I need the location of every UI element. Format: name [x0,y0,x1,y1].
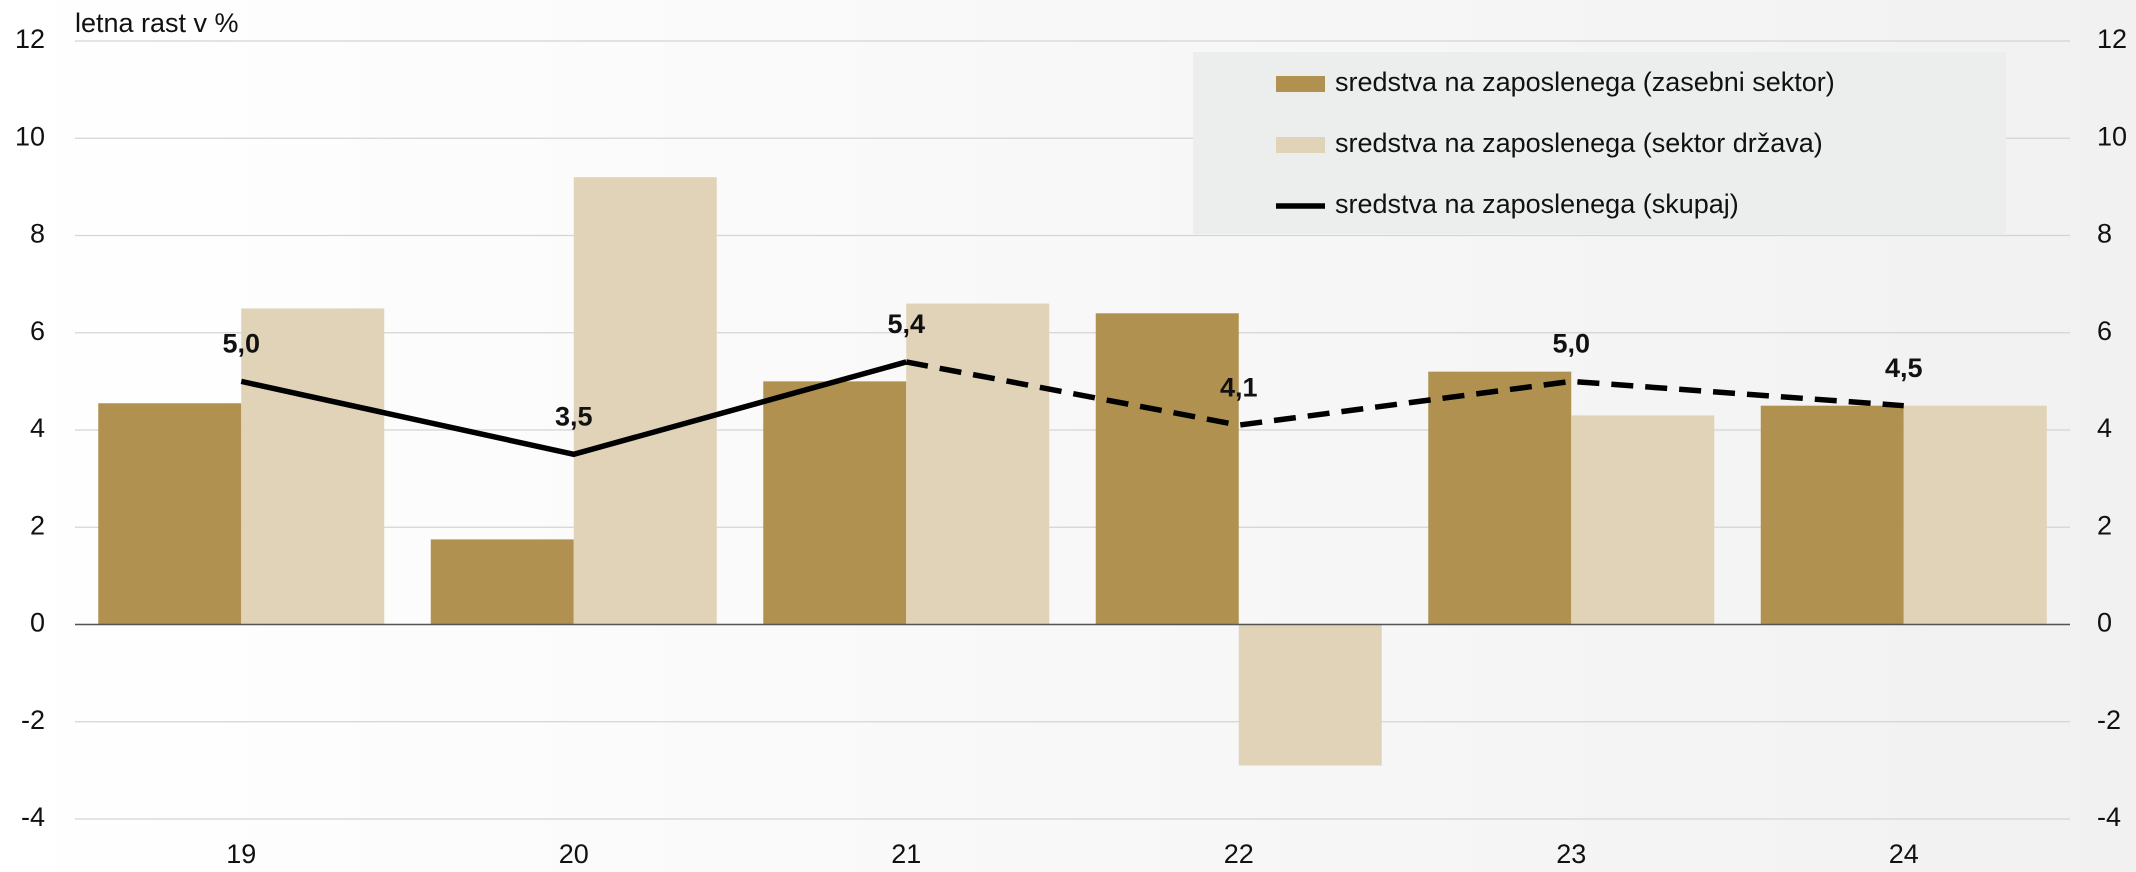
y2-tick-label: 0 [2097,608,2112,638]
x-tick-label: 24 [1889,839,1919,869]
bar [1571,415,1715,625]
data-label: 5,4 [887,309,925,339]
bar [1903,405,2047,625]
bar [430,539,574,625]
data-label: 4,5 [1885,353,1923,383]
y2-tick-label: -4 [2097,802,2121,832]
y2-tick-label: 8 [2097,219,2112,249]
bar [1760,405,1904,625]
data-label: 4,1 [1220,372,1258,402]
y-tick-label: 0 [30,608,45,638]
bar [1095,313,1239,625]
line [240,359,907,458]
x-tick-label: 22 [1224,839,1254,869]
bar [763,381,907,625]
x-tick-label: 20 [559,839,589,869]
y-axis-label: letna rast v % [75,8,239,38]
y-tick-label: 2 [30,510,45,540]
legend-box [1193,52,2006,234]
bar [1238,624,1382,766]
y2-tick-label: 4 [2097,413,2112,443]
y2-tick-label: -2 [2097,705,2121,735]
bar [1428,371,1572,625]
x-tick-label: 23 [1556,839,1586,869]
y-tick-label: -4 [21,802,45,832]
legend-label: sredstva na zaposlenega (sektor država) [1335,128,1823,158]
data-label: 5,0 [1552,329,1590,359]
y2-tick-label: 6 [2097,316,2112,346]
x-tick-label: 19 [226,839,256,869]
legend-label: sredstva na zaposlenega (skupaj) [1335,189,1739,219]
bar [573,177,717,625]
y-tick-label: 4 [30,413,45,443]
y-tick-label: 12 [15,24,45,54]
x-tick-label: 21 [891,839,921,869]
legend-swatch [1276,137,1325,153]
y2-tick-label: 10 [2097,121,2127,151]
bar [906,303,1050,625]
legend-label: sredstva na zaposlenega (zasebni sektor) [1335,67,1835,97]
legend: sredstva na zaposlenega (zasebni sektor)… [1276,67,1835,219]
y-tick-label: 8 [30,219,45,249]
y2-tick-label: 12 [2097,24,2127,54]
legend-swatch [1276,76,1325,92]
y-tick-label: 6 [30,316,45,346]
bar [98,403,242,625]
y-tick-label: 10 [15,121,45,151]
data-label: 5,0 [222,329,260,359]
marks [75,177,2070,766]
y2-tick-label: 2 [2097,510,2112,540]
bar [241,308,385,625]
y-tick-label: -2 [21,705,45,735]
data-label: 3,5 [555,401,593,431]
